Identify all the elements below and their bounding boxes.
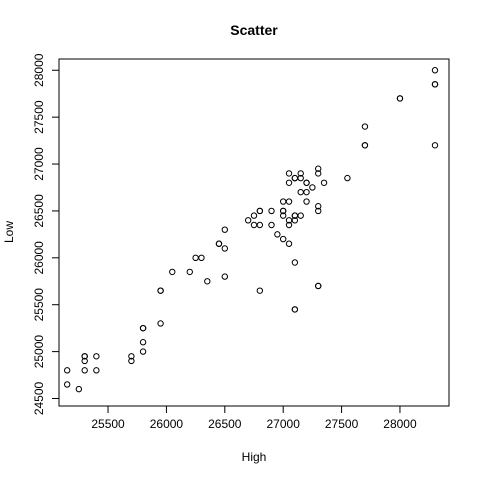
data-points — [63, 67, 439, 393]
data-point — [186, 268, 193, 276]
data-point — [139, 324, 147, 332]
y-tick-label: 27500 — [32, 100, 46, 134]
chart-title: Scatter — [230, 22, 278, 38]
data-point — [221, 245, 229, 252]
data-point — [128, 353, 135, 360]
data-point — [315, 170, 322, 177]
data-point — [297, 170, 304, 177]
data-point — [169, 268, 176, 276]
data-point — [81, 367, 88, 374]
data-point — [285, 179, 293, 186]
x-tick-label: 28000 — [383, 417, 417, 431]
data-point — [309, 184, 316, 191]
data-point — [315, 165, 322, 172]
data-point — [431, 142, 439, 149]
data-point — [291, 174, 299, 182]
data-point — [139, 339, 147, 346]
data-point — [250, 221, 258, 229]
y-axis: 24500 25000 25500 26000 26500 27000 27500 28000 — [32, 53, 59, 415]
data-point — [297, 174, 304, 182]
x-tick-label: 27500 — [325, 417, 359, 431]
data-point — [291, 259, 299, 266]
data-point — [192, 254, 199, 262]
data-point — [139, 348, 147, 355]
data-point — [344, 174, 351, 182]
data-point — [315, 203, 322, 210]
data-point — [279, 235, 287, 243]
x-tick-label: 27000 — [267, 417, 301, 431]
y-tick-label: 25000 — [32, 335, 46, 369]
data-point — [81, 353, 88, 360]
data-point — [291, 306, 299, 313]
data-point — [279, 207, 287, 215]
data-point — [303, 188, 310, 196]
data-point — [285, 240, 293, 247]
data-point — [75, 385, 83, 393]
data-point — [285, 221, 293, 229]
data-point — [157, 320, 164, 327]
y-tick-label: 26500 — [32, 194, 46, 228]
y-tick-label: 27000 — [32, 147, 46, 181]
data-point — [285, 198, 293, 205]
data-point — [396, 95, 404, 102]
data-point — [320, 179, 328, 186]
data-point — [215, 240, 223, 247]
x-tick-label: 25500 — [91, 417, 125, 431]
data-point — [297, 188, 304, 196]
data-point — [361, 123, 369, 130]
data-point — [221, 273, 229, 280]
data-point — [303, 198, 310, 205]
y-axis-label: Low — [2, 221, 16, 243]
data-point — [157, 287, 164, 294]
plot-frame — [58, 58, 450, 407]
data-point — [204, 278, 211, 285]
x-axis: 25500 26000 26500 27000 27500 28000 — [91, 406, 417, 431]
data-point — [198, 254, 205, 262]
y-tick-label: 25500 — [32, 288, 46, 322]
data-point — [256, 287, 264, 294]
data-point — [268, 221, 275, 229]
x-axis-label: High — [242, 450, 267, 464]
data-point — [93, 367, 100, 374]
data-point — [244, 217, 252, 224]
data-point — [268, 207, 275, 215]
x-tick-label: 26000 — [150, 417, 184, 431]
data-point — [128, 357, 135, 365]
data-point — [81, 357, 88, 365]
data-point — [315, 207, 322, 215]
data-point — [63, 367, 71, 374]
data-point — [279, 212, 287, 219]
y-tick-label: 24500 — [32, 381, 46, 415]
data-point — [93, 353, 100, 360]
data-point — [303, 179, 310, 186]
data-point — [221, 226, 229, 233]
data-point — [297, 212, 304, 219]
data-point — [279, 198, 287, 205]
data-point — [315, 282, 322, 290]
y-tick-label: 26000 — [32, 241, 46, 275]
data-point — [291, 217, 299, 224]
data-point — [250, 212, 258, 219]
data-point — [274, 231, 281, 238]
x-tick-label: 26500 — [208, 417, 242, 431]
data-point — [285, 170, 293, 177]
y-tick-label: 28000 — [32, 53, 46, 87]
data-point — [361, 142, 369, 149]
data-point — [431, 67, 439, 74]
data-point — [63, 381, 71, 388]
data-point — [256, 221, 264, 229]
data-point — [256, 207, 264, 215]
data-point — [431, 81, 439, 88]
